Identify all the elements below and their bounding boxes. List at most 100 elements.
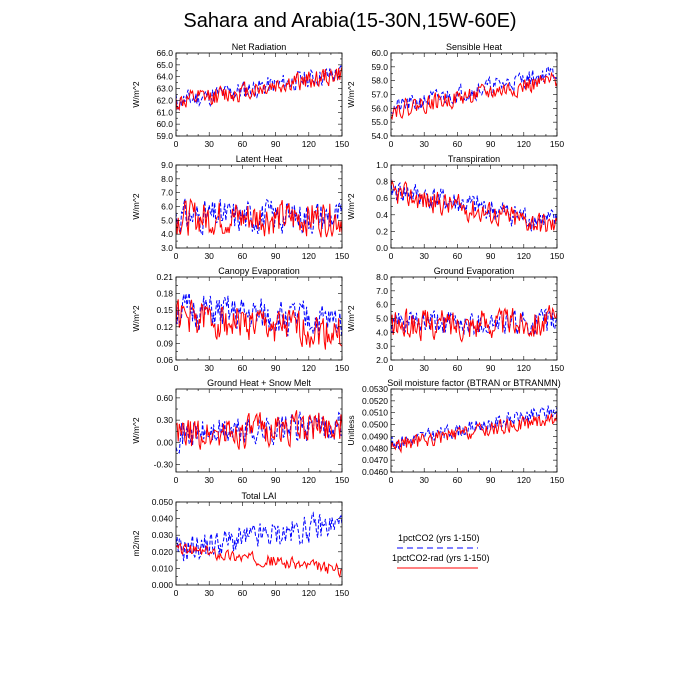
y-tick-label: 61.0 (156, 107, 173, 117)
y-tick-label: 5.0 (376, 314, 388, 324)
plot-frame (390, 164, 558, 249)
x-tick-label: 0 (389, 475, 394, 485)
plot-frame (175, 501, 343, 586)
y-tick-label: 59.0 (371, 62, 388, 72)
x-tick-label: 120 (517, 251, 531, 261)
panel-latent-heat: 0 30 60 90 120 150 3.0 4.0 5.0 6.0 7.0 8.0 9.0 Latent… (131, 154, 349, 261)
y-tick-label: 0.18 (156, 289, 173, 299)
panel-title: Soil moisture factor (BTRAN or BTRANMN) (387, 378, 561, 388)
panel-canopy-evaporation: 0 30 60 90 120 150 0.06 0.09 0.12 0.15 0.18 0.21 Can… (131, 266, 349, 373)
y-tick-label: 58.0 (371, 76, 388, 86)
x-tick-label: 150 (335, 251, 349, 261)
y-tick-label: 54.0 (371, 131, 388, 141)
y-tick-label: 0.0530 (362, 384, 388, 394)
figure-title: Sahara and Arabia(15-30N,15W-60E) (183, 10, 516, 32)
y-tick-label: 3.0 (161, 243, 173, 253)
x-tick-label: 90 (271, 475, 281, 485)
x-tick-label: 0 (174, 139, 179, 149)
x-tick-label: 90 (486, 475, 496, 485)
y-tick-label: 0.21 (156, 272, 173, 282)
x-tick-label: 120 (302, 251, 316, 261)
x-tick-label: 60 (453, 139, 463, 149)
x-tick-label: 90 (486, 363, 496, 373)
y-tick-label: 2.0 (376, 355, 388, 365)
x-tick-label: 150 (335, 139, 349, 149)
series-line-1pctco2 (176, 511, 342, 562)
panel-title: Canopy Evaporation (218, 266, 300, 276)
x-tick-label: 90 (271, 139, 281, 149)
panel-title: Total LAI (241, 491, 276, 501)
x-tick-label: 90 (271, 588, 281, 598)
y-tick-label: 0.0520 (362, 396, 388, 406)
x-tick-label: 30 (204, 363, 214, 373)
x-tick-label: 120 (517, 475, 531, 485)
series-line-1pctco2-rad (391, 179, 557, 233)
x-tick-label: 30 (419, 475, 429, 485)
series-line-1pctco2 (391, 178, 557, 232)
y-tick-label: 0.09 (156, 338, 173, 348)
x-tick-label: 120 (302, 475, 316, 485)
series-line-1pctco2-rad (176, 66, 342, 112)
series-line-1pctco2-rad (391, 71, 557, 121)
y-tick-label: 0.2 (376, 226, 388, 236)
y-tick-label: 4.0 (161, 229, 173, 239)
y-tick-label: 0.00 (156, 437, 173, 447)
panel-total-lai: 0 30 60 90 120 150 0.000 0.010 0.020 0.030 0.040 0.… (131, 491, 349, 598)
x-tick-label: 30 (204, 139, 214, 149)
x-tick-label: 0 (389, 139, 394, 149)
y-axis-label: W/m^2 (131, 81, 141, 107)
x-tick-label: 60 (238, 588, 248, 598)
series-line-1pctco2 (176, 64, 342, 110)
series-line-1pctco2-rad (176, 299, 342, 350)
y-tick-label: 6.0 (376, 300, 388, 310)
panel-title: Transpiration (448, 154, 500, 164)
x-tick-label: 120 (517, 139, 531, 149)
x-tick-label: 0 (389, 251, 394, 261)
series-line-1pctco2-rad (176, 197, 342, 238)
y-tick-label: 57.0 (371, 90, 388, 100)
plot-frame (390, 388, 558, 473)
panel-title: Ground Evaporation (434, 266, 515, 276)
x-tick-label: 30 (204, 475, 214, 485)
y-tick-label: 0.050 (152, 497, 174, 507)
x-tick-label: 90 (271, 251, 281, 261)
y-tick-label: 0.0 (376, 243, 388, 253)
panel-title: Latent Heat (236, 154, 283, 164)
panel-title: Net Radiation (232, 42, 287, 52)
y-tick-label: 0.010 (152, 563, 174, 573)
y-tick-label: 56.0 (371, 103, 388, 113)
y-tick-label: 0.000 (152, 580, 174, 590)
y-tick-label: 0.0510 (362, 408, 388, 418)
y-tick-label: 0.30 (156, 415, 173, 425)
x-tick-label: 120 (517, 363, 531, 373)
y-tick-label: 55.0 (371, 117, 388, 127)
x-tick-label: 60 (238, 363, 248, 373)
x-tick-label: 60 (453, 251, 463, 261)
x-tick-label: 60 (238, 475, 248, 485)
y-axis-label: W/m^2 (346, 193, 356, 219)
y-tick-label: 0.030 (152, 530, 174, 540)
y-axis-label: W/m^2 (131, 193, 141, 219)
y-tick-label: 0.6 (376, 193, 388, 203)
series-line-1pctco2-rad (391, 411, 557, 454)
panel-transpiration: 0 30 60 90 120 150 0.0 0.2 0.4 0.6 0.8 1.0 Transpira… (346, 154, 564, 261)
y-tick-label: 4.0 (376, 327, 388, 337)
y-tick-label: 0.15 (156, 305, 173, 315)
series-line-1pctco2 (391, 405, 557, 451)
y-tick-label: 7.0 (161, 188, 173, 198)
panel-soil-moisture-factor-btran-or-btranmn: 0 30 60 90 120 1500.04600.04700.04800.04900.0… (346, 378, 564, 485)
y-tick-label: 60.0 (371, 48, 388, 58)
panel-title: Ground Heat + Snow Melt (207, 378, 311, 388)
y-tick-label: 6.0 (161, 202, 173, 212)
y-axis-label: W/m^2 (346, 305, 356, 331)
series-line-1pctco2-rad (176, 542, 342, 579)
panel-title: Sensible Heat (446, 42, 503, 52)
x-tick-label: 30 (419, 139, 429, 149)
y-axis-label: W/m^2 (131, 417, 141, 443)
x-tick-label: 30 (419, 363, 429, 373)
legend-label-1pctco2-rad: 1pctCO2-rad (yrs 1-150) (392, 553, 490, 563)
x-tick-label: 150 (550, 363, 564, 373)
x-tick-label: 0 (174, 475, 179, 485)
y-tick-label: 62.0 (156, 95, 173, 105)
